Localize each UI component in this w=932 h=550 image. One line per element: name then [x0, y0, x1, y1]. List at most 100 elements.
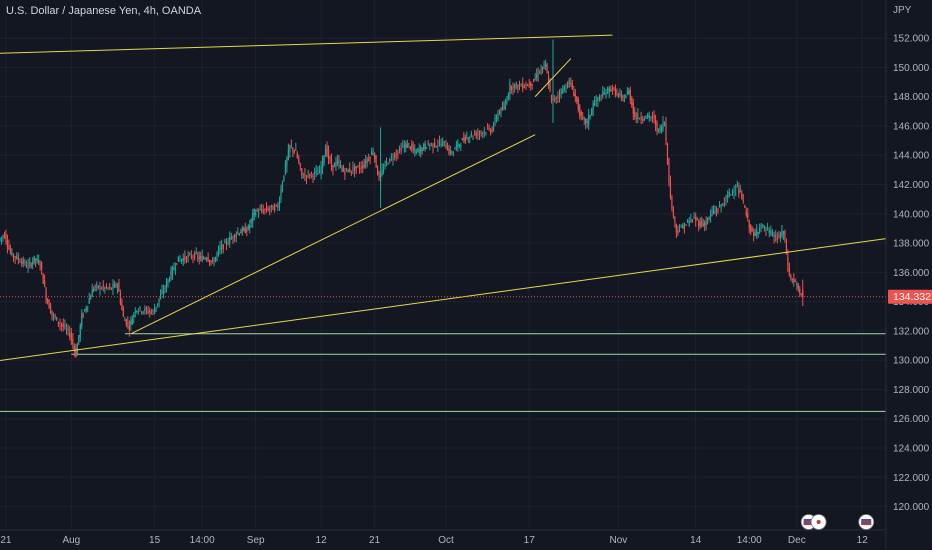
candle-body: [754, 232, 756, 237]
candle-body: [56, 317, 58, 321]
flag-jp-icon[interactable]: [810, 514, 827, 530]
x-tick-label: 15: [149, 535, 161, 546]
candle-body: [554, 99, 556, 101]
candle-body: [323, 156, 325, 163]
time-axis[interactable]: 21 Aug 15 14:00 Sep 12 21 Oct 17 Nov 14 14:00 Dec 12: [0, 535, 868, 546]
candle-body: [589, 115, 591, 117]
candle-body: [483, 130, 485, 133]
candle-body: [429, 145, 431, 147]
candle-body: [497, 113, 499, 119]
candle-body: [579, 105, 581, 117]
candle-body: [537, 73, 539, 76]
candle-body: [485, 132, 487, 134]
candle-body: [582, 116, 584, 118]
candle-body: [156, 303, 159, 305]
candle-body: [259, 209, 261, 211]
candle-body: [765, 230, 767, 232]
candle-body: [631, 97, 633, 106]
candle-body: [221, 244, 223, 250]
candle-body: [788, 267, 790, 276]
candle-body: [347, 169, 349, 173]
candle-body: [368, 159, 370, 161]
candle-body: [17, 257, 19, 260]
candle-body: [88, 298, 90, 304]
candle-body: [119, 292, 122, 304]
candle-body: [115, 284, 117, 287]
candle-body: [442, 141, 444, 146]
candle-body: [141, 311, 143, 313]
candle-body: [139, 306, 141, 310]
candle-body: [784, 230, 786, 240]
candle-body: [125, 319, 127, 326]
candle-body: [181, 259, 183, 261]
candle-body: [418, 149, 420, 154]
candle-body: [332, 165, 334, 170]
candle-body: [162, 290, 165, 294]
candle-body: [458, 144, 460, 146]
price-axis[interactable]: 120.000 122.000 124.000 126.000 128.000 130.0…: [893, 34, 930, 514]
candle-body: [385, 160, 388, 163]
candle-body: [522, 82, 524, 89]
candle-body: [525, 84, 527, 87]
candle-body: [563, 86, 565, 90]
candle-body: [362, 165, 364, 168]
candle-body: [712, 211, 715, 214]
candle-body: [79, 324, 81, 337]
candle-body: [174, 267, 177, 270]
candle-body: [204, 258, 206, 260]
candle-body: [296, 152, 298, 158]
candle-body: [286, 157, 288, 167]
candle-body: [203, 258, 205, 260]
candle-body: [131, 319, 133, 325]
x-tick-label: 21: [0, 535, 12, 546]
candle-body: [312, 174, 314, 178]
candle-body: [136, 311, 138, 313]
candle-body: [452, 151, 455, 153]
candle-body: [198, 256, 200, 260]
candle-body: [654, 119, 657, 126]
candle-body: [756, 230, 758, 236]
candle-body: [315, 170, 317, 172]
candle-body: [408, 143, 410, 145]
event-flags[interactable]: [800, 514, 875, 530]
candle-body: [219, 246, 221, 250]
candle-body: [463, 138, 465, 141]
candle-body: [394, 155, 396, 159]
candle-body: [225, 242, 228, 244]
candle-body: [210, 260, 212, 262]
flag-us-icon[interactable]: [858, 514, 875, 530]
candle-body: [611, 89, 614, 91]
candle-body: [747, 213, 749, 218]
candle-body: [90, 297, 92, 300]
candle-body: [735, 189, 737, 191]
candle-body: [107, 287, 109, 289]
candle-body: [443, 140, 445, 142]
x-tick-label: 12: [857, 535, 869, 546]
candle-body: [30, 264, 32, 267]
candle-body: [427, 142, 429, 145]
candle-body: [397, 152, 399, 155]
candle-body: [49, 305, 52, 314]
candle-body: [201, 256, 203, 262]
candle-body: [64, 325, 66, 328]
candle-body: [544, 63, 547, 67]
candle-body: [760, 226, 762, 228]
candle-body: [647, 113, 649, 118]
candle-body: [102, 285, 104, 287]
candle-body: [567, 83, 569, 88]
candle-body: [327, 150, 330, 159]
x-tick-label: Oct: [438, 535, 454, 546]
candle-body: [663, 121, 666, 126]
candle-body: [781, 229, 783, 237]
candle-body: [335, 161, 337, 167]
candle-body: [432, 143, 434, 148]
candle-body: [415, 150, 417, 154]
candle-body: [592, 102, 594, 111]
candle-body: [189, 253, 191, 255]
candle-body: [528, 84, 530, 86]
x-tick-label: Dec: [788, 535, 806, 546]
candle-body: [243, 227, 245, 231]
candle-body: [517, 85, 519, 89]
candle-body: [782, 231, 785, 235]
